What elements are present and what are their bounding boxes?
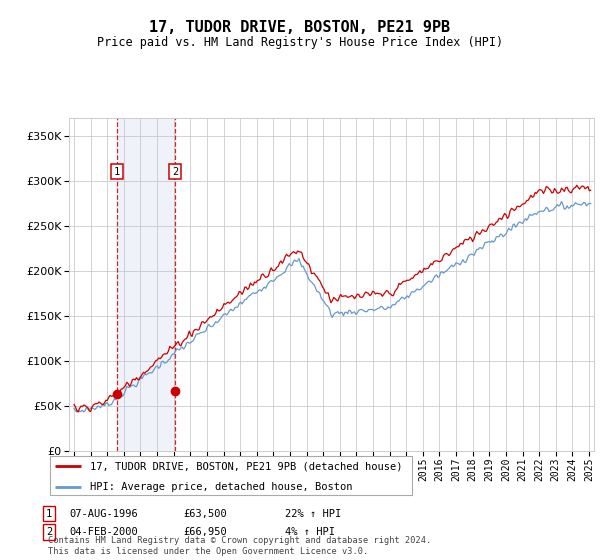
Text: £63,500: £63,500 — [183, 508, 227, 519]
Text: Price paid vs. HM Land Registry's House Price Index (HPI): Price paid vs. HM Land Registry's House … — [97, 36, 503, 49]
Text: 1: 1 — [114, 167, 120, 176]
Bar — [588, 118, 594, 451]
Text: 17, TUDOR DRIVE, BOSTON, PE21 9PB: 17, TUDOR DRIVE, BOSTON, PE21 9PB — [149, 20, 451, 35]
FancyBboxPatch shape — [50, 456, 412, 495]
Text: 1: 1 — [46, 508, 52, 519]
Bar — [117, 118, 175, 451]
Text: 17, TUDOR DRIVE, BOSTON, PE21 9PB (detached house): 17, TUDOR DRIVE, BOSTON, PE21 9PB (detac… — [90, 461, 403, 471]
Text: 22% ↑ HPI: 22% ↑ HPI — [285, 508, 341, 519]
Bar — [69, 118, 82, 451]
Text: £66,950: £66,950 — [183, 527, 227, 537]
Text: 2: 2 — [172, 167, 178, 176]
Text: 04-FEB-2000: 04-FEB-2000 — [69, 527, 138, 537]
Text: 2: 2 — [46, 527, 52, 537]
Text: 07-AUG-1996: 07-AUG-1996 — [69, 508, 138, 519]
Text: Contains HM Land Registry data © Crown copyright and database right 2024.
This d: Contains HM Land Registry data © Crown c… — [48, 536, 431, 556]
Text: HPI: Average price, detached house, Boston: HPI: Average price, detached house, Bost… — [90, 482, 353, 492]
Text: 4% ↑ HPI: 4% ↑ HPI — [285, 527, 335, 537]
